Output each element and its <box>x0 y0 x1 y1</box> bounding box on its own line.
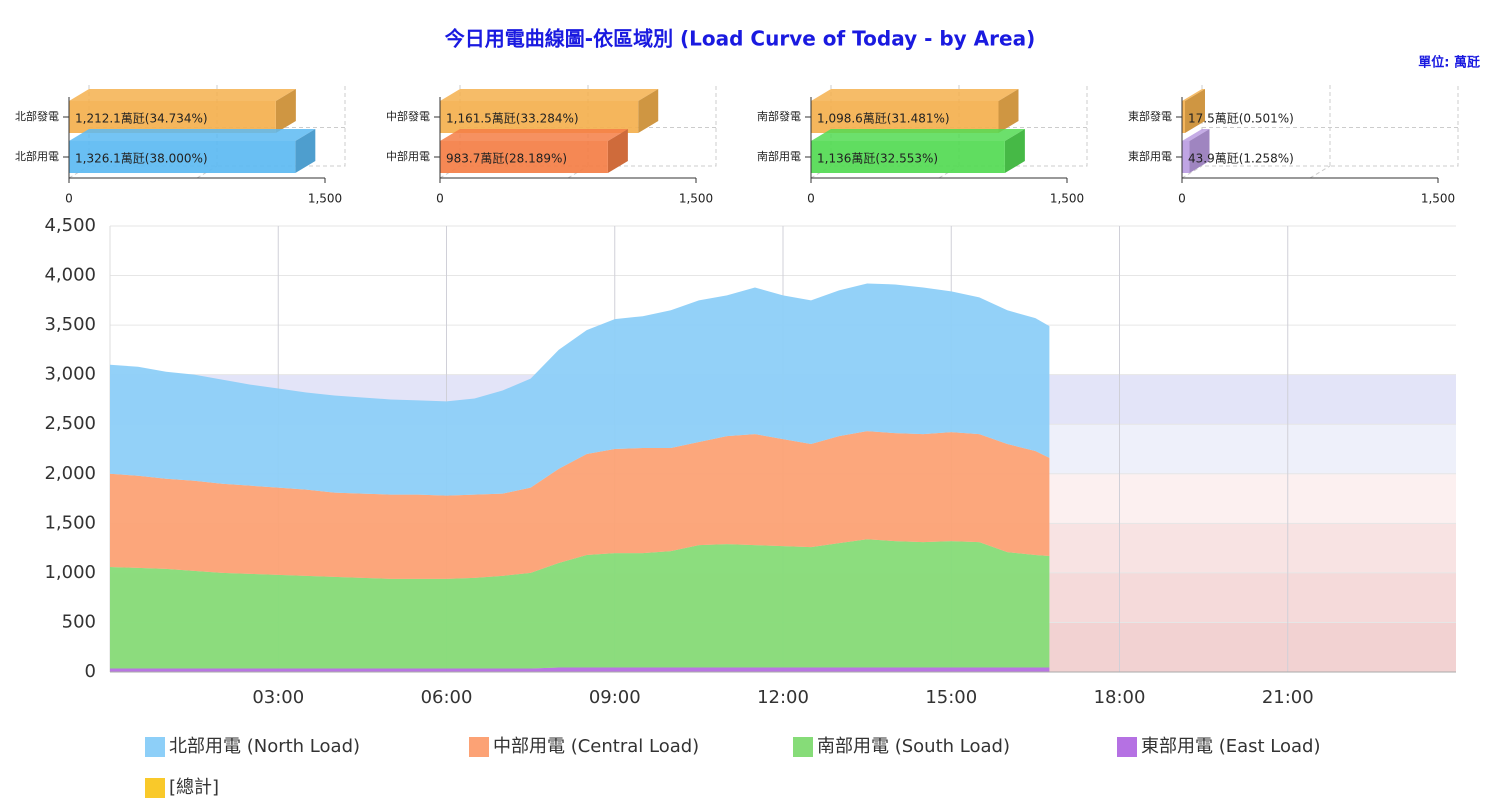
category-label: 北部發電 <box>15 109 59 123</box>
bar-top <box>69 129 316 141</box>
legend-label: 中部用電 (Central Load) <box>493 736 699 757</box>
category-label: 南部發電 <box>757 109 801 123</box>
x-tick-label: 0 <box>65 192 73 206</box>
bar-top <box>1182 129 1210 141</box>
area <box>110 539 1050 669</box>
bar <box>69 101 276 133</box>
bar <box>811 101 999 133</box>
bar-side <box>1189 129 1210 173</box>
bar-side <box>998 89 1019 133</box>
x-tick-label: 0 <box>1178 192 1186 206</box>
data-label: 983.7萬瓩(28.189%) <box>446 152 567 166</box>
category-label: 東部發電 <box>1128 109 1172 123</box>
legend-swatch <box>145 737 165 757</box>
legend-label: 東部用電 (East Load) <box>1141 736 1321 757</box>
x-tick-label: 06:00 <box>421 687 473 708</box>
y-tick-label: 1,000 <box>44 562 96 583</box>
unit-label: 單位: 萬瓩 <box>1418 55 1480 71</box>
bar <box>440 141 608 173</box>
x-tick-label: 09:00 <box>589 687 641 708</box>
data-label: 1,326.1萬瓩(38.000%) <box>75 152 208 166</box>
x-tick-label: 0 <box>436 192 444 206</box>
legend-swatch <box>1117 737 1137 757</box>
bar-top <box>440 89 659 101</box>
bar-side <box>607 129 628 173</box>
x-tick-label: 21:00 <box>1262 687 1314 708</box>
y-tick-label: 0 <box>85 661 96 682</box>
legend-swatch <box>145 778 165 798</box>
bar-top <box>440 129 628 141</box>
bar <box>1182 101 1185 133</box>
category-label: 南部用電 <box>757 149 801 163</box>
bar-side <box>275 89 296 133</box>
y-tick-label: 4,000 <box>44 265 96 286</box>
mini-chart: 17.5萬瓩(0.501%) 東部發電 43.9萬瓩(1.258%) 東部用電 0 1,5… <box>1128 85 1459 206</box>
x-tick-label: 1,500 <box>679 192 713 206</box>
bar-top <box>811 89 1019 101</box>
data-label: 17.5萬瓩(0.501%) <box>1188 112 1294 126</box>
chart-title: 今日用電曲線圖-依區域別 (Load Curve of Today - by A… <box>445 27 1035 51</box>
x-tick-label: 1,500 <box>1050 192 1084 206</box>
area <box>110 283 1050 496</box>
x-tick-label: 18:00 <box>1094 687 1146 708</box>
x-tick-label: 0 <box>807 192 815 206</box>
legend-label: [總計] <box>169 777 219 798</box>
mini-chart: 1,161.5萬瓩(33.284%) 中部發電 983.7萬瓩(28.189%) 中部… <box>386 85 717 206</box>
x-tick-label: 12:00 <box>757 687 809 708</box>
bar-side <box>1184 89 1205 133</box>
data-label: 1,098.6萬瓩(31.481%) <box>817 112 950 126</box>
bar-top <box>1182 89 1205 101</box>
y-tick-label: 500 <box>62 611 96 632</box>
x-tick-label: 1,500 <box>308 192 342 206</box>
y-tick-label: 3,000 <box>44 364 96 385</box>
category-label: 東部用電 <box>1128 149 1172 163</box>
data-label: 1,136萬瓩(32.553%) <box>817 152 938 166</box>
category-label: 北部用電 <box>15 149 59 163</box>
legend-label: 南部用電 (South Load) <box>817 736 1010 757</box>
area <box>110 667 1050 672</box>
category-label: 中部發電 <box>386 109 430 123</box>
data-label: 1,161.5萬瓩(33.284%) <box>446 112 579 126</box>
x-tick-label: 15:00 <box>925 687 977 708</box>
bar <box>440 101 639 133</box>
y-tick-label: 1,500 <box>44 512 96 533</box>
x-tick-label: 03:00 <box>252 687 304 708</box>
legend-swatch <box>469 737 489 757</box>
legend-swatch <box>793 737 813 757</box>
x-tick-label: 1,500 <box>1421 192 1455 206</box>
mini-chart: 1,212.1萬瓩(34.734%) 北部發電 1,326.1萬瓩(38.000%)… <box>15 85 346 206</box>
bar-side <box>638 89 659 133</box>
y-tick-label: 2,000 <box>44 463 96 484</box>
data-label: 1,212.1萬瓩(34.734%) <box>75 112 208 126</box>
category-label: 中部用電 <box>386 149 430 163</box>
y-tick-label: 2,500 <box>44 413 96 434</box>
bar-top <box>69 89 296 101</box>
bar-side <box>1004 129 1025 173</box>
bar <box>1182 141 1190 173</box>
bar-top <box>811 129 1025 141</box>
mini-chart: 1,098.6萬瓩(31.481%) 南部發電 1,136萬瓩(32.553%) 南部… <box>757 85 1088 206</box>
bar-side <box>295 129 316 173</box>
y-tick-label: 4,500 <box>44 215 96 236</box>
legend-label: 北部用電 (North Load) <box>169 736 360 757</box>
area <box>110 431 1050 579</box>
y-tick-label: 3,500 <box>44 314 96 335</box>
data-label: 43.9萬瓩(1.258%) <box>1188 152 1294 166</box>
bar <box>811 141 1005 173</box>
back-frame <box>1181 85 1459 179</box>
bar <box>69 141 296 173</box>
